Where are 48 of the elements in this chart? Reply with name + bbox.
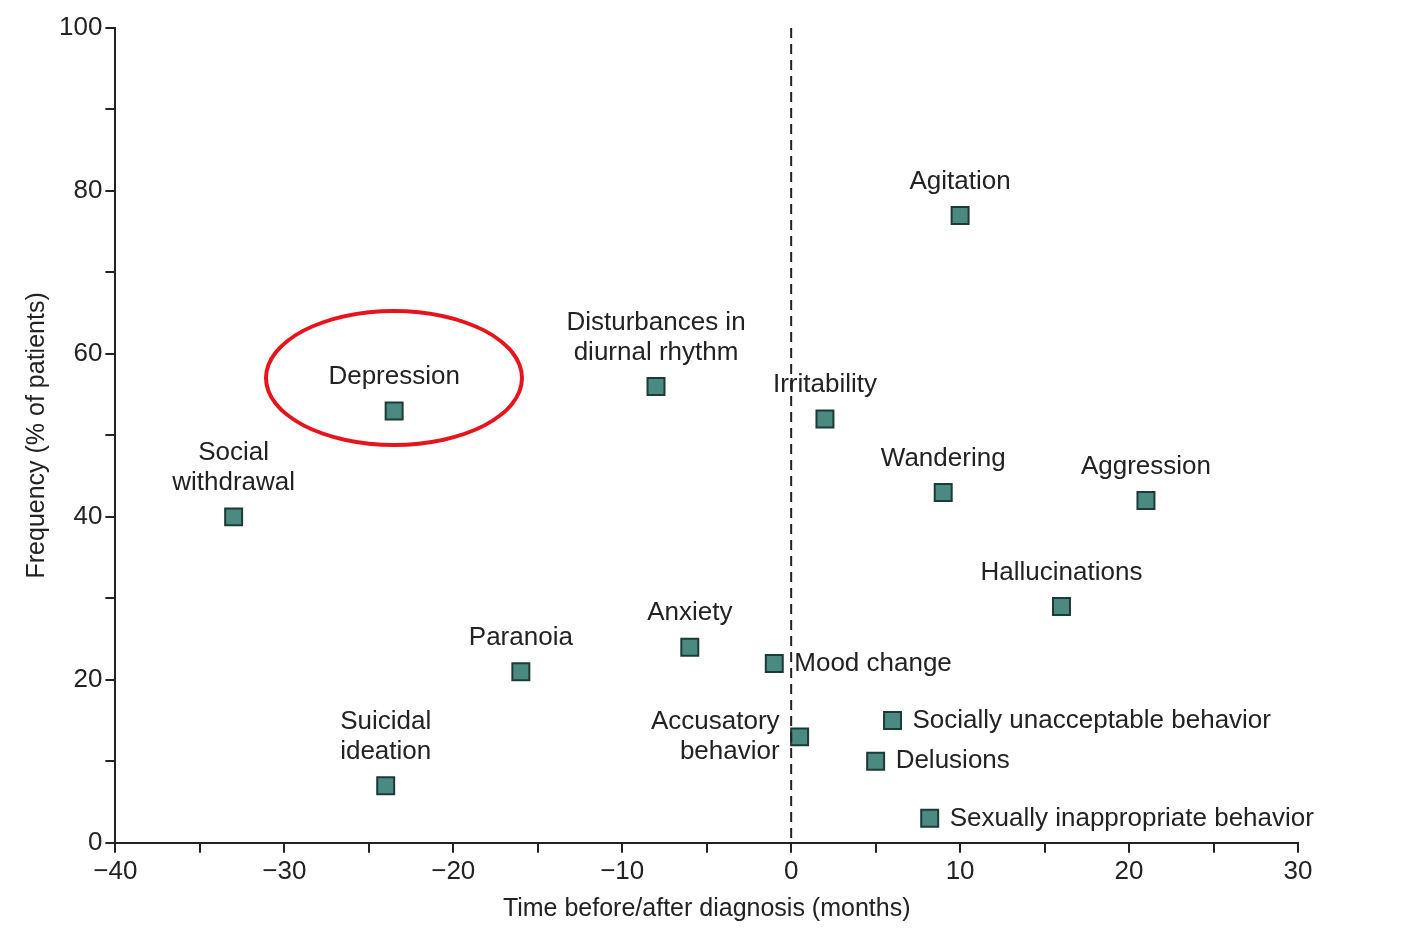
annotation: Sexually inappropriate behavior: [949, 801, 1315, 832]
point: [384, 401, 404, 421]
x-tick-label: −30: [262, 854, 307, 885]
x-tick-label: 30: [1283, 854, 1313, 885]
x-tick-label: −40: [93, 854, 138, 885]
annotation: Hallucinations: [980, 555, 1143, 586]
x-tick-label: −20: [431, 854, 476, 885]
annotation: Paranoia: [468, 620, 574, 651]
y-tick-label: 20: [73, 663, 103, 694]
x-tick-label: 10: [945, 854, 975, 885]
annotation: Depression: [328, 360, 460, 391]
annotation: Disturbances in diurnal rhythm: [566, 305, 746, 366]
y-tick-label: 0: [87, 825, 103, 856]
annotation: Delusions: [895, 744, 1010, 775]
point: [790, 727, 810, 747]
point: [224, 507, 244, 527]
point: [764, 654, 784, 674]
point: [1136, 491, 1156, 511]
annotation: Mood change: [794, 646, 952, 677]
y-tick-label: 100: [58, 11, 103, 42]
annotation: Suicidal ideation: [340, 704, 432, 765]
point: [920, 808, 940, 828]
point: [1051, 597, 1071, 616]
x-tick-label: 20: [1114, 854, 1144, 885]
annotation: Social withdrawal: [171, 436, 296, 497]
annotation: Agitation: [909, 164, 1011, 195]
y-tick-label: 40: [73, 500, 103, 531]
y-axis-title: Frequency (% of patients): [20, 292, 49, 579]
y-tick-label: 80: [73, 174, 103, 205]
x-tick-label: −10: [600, 854, 645, 885]
x-axis-title: Time before/after diagnosis (months): [502, 892, 911, 921]
annotation: Anxiety: [647, 596, 733, 627]
point: [511, 662, 531, 682]
point: [866, 751, 886, 771]
point: [646, 377, 666, 396]
point: [680, 637, 700, 657]
point: [376, 776, 396, 796]
annotation: Wandering: [880, 441, 1006, 472]
point: [883, 711, 903, 731]
point: [933, 482, 953, 502]
annotation: Aggression: [1080, 449, 1211, 480]
annotation: Socially unacceptable behavior: [912, 703, 1272, 734]
point: [950, 205, 970, 225]
x-tick-label: 0: [783, 854, 799, 885]
point: [815, 409, 835, 429]
annotation: Irritability: [772, 368, 877, 399]
annotation: Accusatory behavior: [651, 705, 780, 766]
y-tick-label: 60: [73, 337, 103, 368]
